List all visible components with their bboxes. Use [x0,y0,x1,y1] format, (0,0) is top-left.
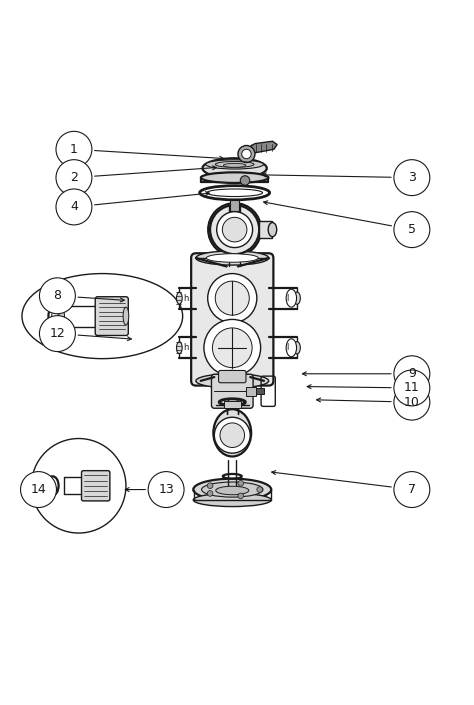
Circle shape [207,483,213,489]
Circle shape [148,472,184,508]
Ellipse shape [213,409,251,456]
Text: 5: 5 [408,223,416,236]
Circle shape [242,149,251,159]
Ellipse shape [176,342,182,354]
FancyBboxPatch shape [95,297,128,336]
Text: h: h [184,343,189,352]
Text: 14: 14 [31,483,46,496]
Ellipse shape [201,482,263,497]
Circle shape [394,472,430,508]
Circle shape [238,480,244,486]
Circle shape [394,384,430,420]
Ellipse shape [196,374,269,388]
Ellipse shape [193,493,271,507]
Text: 4: 4 [70,200,78,214]
Circle shape [207,491,213,496]
Circle shape [204,319,261,376]
FancyBboxPatch shape [219,370,246,383]
Ellipse shape [294,342,301,354]
Text: 10: 10 [404,396,420,409]
Text: h: h [184,294,189,302]
Ellipse shape [286,339,297,357]
Circle shape [257,486,263,492]
FancyBboxPatch shape [191,253,273,386]
Circle shape [240,176,250,185]
Text: l: l [286,343,289,352]
Ellipse shape [268,223,277,237]
Ellipse shape [216,486,249,495]
Ellipse shape [286,289,297,307]
Ellipse shape [176,293,182,304]
Circle shape [20,472,56,508]
Ellipse shape [201,172,268,183]
Ellipse shape [294,292,301,305]
Circle shape [394,370,430,406]
Ellipse shape [223,164,246,167]
Ellipse shape [193,479,271,501]
Text: 1: 1 [70,143,78,156]
Ellipse shape [206,254,258,262]
Circle shape [217,212,253,247]
Ellipse shape [50,481,55,491]
Polygon shape [239,141,277,157]
Ellipse shape [22,274,182,359]
Text: 7: 7 [408,483,416,496]
Ellipse shape [123,307,129,325]
Ellipse shape [52,309,58,323]
Ellipse shape [59,309,64,323]
Circle shape [56,189,92,225]
Text: l: l [286,294,289,302]
Circle shape [214,417,250,453]
Bar [246,386,256,396]
Text: 3: 3 [408,171,416,184]
Ellipse shape [202,158,267,178]
Circle shape [220,423,245,448]
Circle shape [215,281,249,315]
FancyBboxPatch shape [211,374,253,408]
Circle shape [31,439,126,533]
Ellipse shape [196,251,269,265]
Circle shape [238,493,244,498]
Ellipse shape [206,160,264,169]
Circle shape [394,212,430,247]
Bar [259,221,273,238]
Text: 13: 13 [158,483,174,496]
Bar [256,388,264,394]
Bar [230,200,239,211]
Circle shape [394,356,430,392]
Circle shape [210,205,259,255]
Circle shape [212,328,252,367]
Text: 2: 2 [70,171,78,184]
Circle shape [56,131,92,167]
Circle shape [39,278,75,314]
Circle shape [39,316,75,352]
Text: 12: 12 [49,327,65,340]
Circle shape [394,159,430,195]
Ellipse shape [227,370,238,377]
Circle shape [56,159,92,195]
Text: 9: 9 [408,367,416,380]
Text: 8: 8 [54,289,62,302]
Circle shape [208,274,257,323]
Text: 11: 11 [404,381,420,394]
Circle shape [222,217,247,242]
Bar [224,400,241,408]
FancyBboxPatch shape [82,471,110,501]
Circle shape [238,145,255,163]
